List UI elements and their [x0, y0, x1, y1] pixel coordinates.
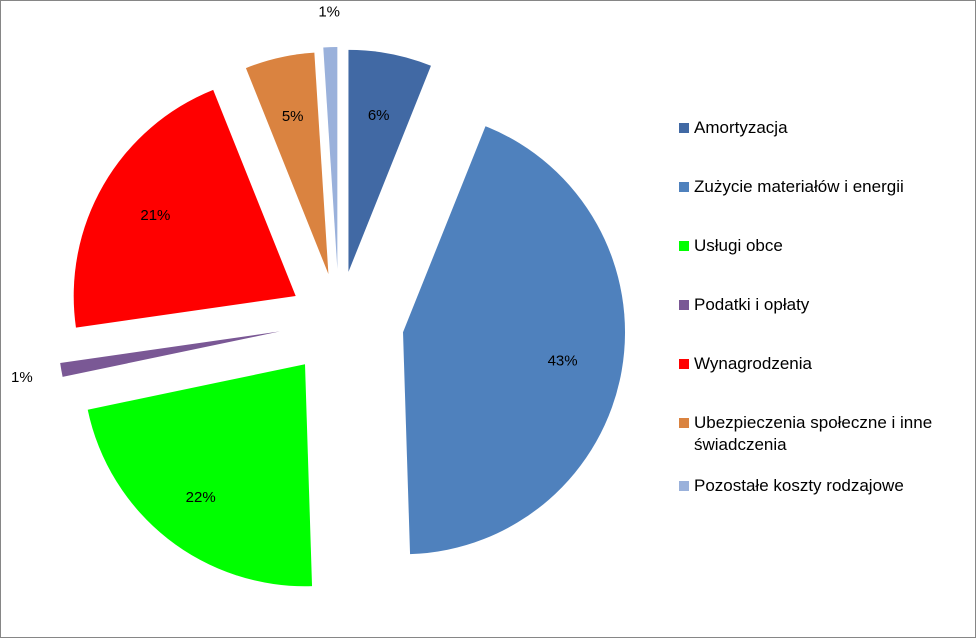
- pie-slice-1: [403, 126, 626, 555]
- pie-slice-4: [73, 89, 296, 328]
- data-label-5: 5%: [282, 108, 304, 125]
- data-label-4: 21%: [140, 207, 170, 224]
- legend-swatch-4: [679, 359, 689, 369]
- legend-swatch-1: [679, 182, 689, 192]
- pie-slice-6: [323, 47, 338, 270]
- legend-label-6: Pozostałe koszty rodzajowe: [694, 476, 904, 495]
- legend-label-2: Usługi obce: [694, 236, 783, 255]
- data-label-0: 6%: [368, 107, 390, 124]
- legend-item-1: Zużycie materiałów i energii: [679, 176, 969, 198]
- legend-label-3: Podatki i opłaty: [694, 295, 810, 314]
- legend-swatch-2: [679, 241, 689, 251]
- legend-item-0: Amortyzacja: [679, 117, 969, 139]
- pie-slice-0: [348, 49, 431, 272]
- data-label-6: 1%: [318, 4, 340, 21]
- legend-item-4: Wynagrodzenia: [679, 353, 969, 375]
- legend-swatch-3: [679, 300, 689, 310]
- pie-slice-5: [245, 52, 329, 275]
- legend-label-1: Zużycie materiałów i energii: [694, 177, 904, 196]
- data-label-3: 1%: [11, 369, 33, 386]
- pie-slice-3: [60, 331, 280, 377]
- legend-item-2: Usługi obce: [679, 235, 969, 257]
- legend-item-6: Pozostałe koszty rodzajowe: [679, 475, 969, 497]
- legend-swatch-5: [679, 418, 689, 428]
- legend-item-3: Podatki i opłaty: [679, 294, 969, 316]
- legend-swatch-6: [679, 481, 689, 491]
- legend-label-0: Amortyzacja: [694, 118, 788, 137]
- legend-item-5: Ubezpieczenia społeczne i inne świadczen…: [679, 412, 969, 456]
- legend-label-4: Wynagrodzenia: [694, 354, 812, 373]
- data-label-2: 22%: [186, 489, 216, 506]
- legend-swatch-0: [679, 123, 689, 133]
- legend-label-5: Ubezpieczenia społeczne i inne świadczen…: [694, 413, 933, 454]
- data-label-1: 43%: [548, 352, 578, 369]
- pie-slice-2: [87, 364, 313, 587]
